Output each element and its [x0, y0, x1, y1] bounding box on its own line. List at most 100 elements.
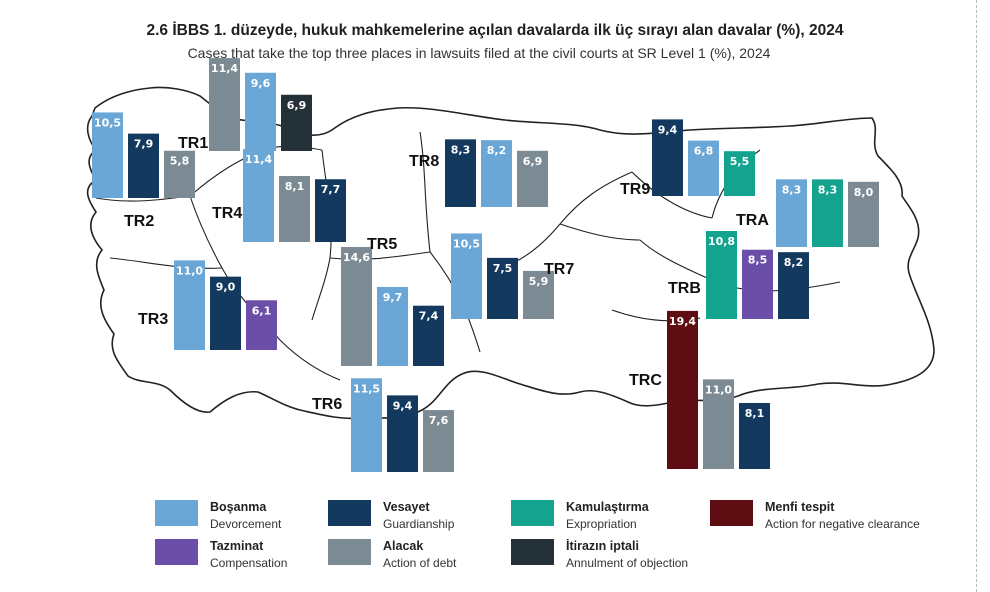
bar-value-label: 8,0 [854, 186, 874, 199]
region-tr8-bars: 8,3 8,2 6,9 [445, 139, 548, 207]
bar-value-label: 6,9 [287, 99, 307, 112]
bar-tr9-vesayet [652, 119, 683, 196]
bar-value-label: 7,4 [419, 310, 439, 323]
region-tr3-bars: 11,0 9,0 6,1 [174, 260, 277, 350]
region-tr5-bars: 14,6 9,7 7,4 [341, 247, 444, 366]
region-tr6-bars: 11,5 9,4 7,6 [351, 378, 454, 472]
bar-tr6-alacak [423, 410, 454, 472]
turkey-outline [86, 86, 935, 420]
bar-tr4-bosanma [243, 149, 274, 242]
bar-value-label: 10,5 [453, 237, 480, 250]
bar-tr5-alacak [341, 247, 372, 366]
bar-tr9-bosanma [688, 140, 719, 196]
bar-tr1-alacak [209, 58, 240, 152]
bar-value-label: 5,8 [170, 155, 190, 168]
bar-trc-alacak [703, 379, 734, 469]
bar-tra-kamulastirma [812, 179, 843, 247]
bar-tr8-bosanma [481, 140, 512, 207]
bar-value-label: 11,0 [705, 383, 732, 396]
bar-tr5-vesayet [413, 305, 444, 366]
region-trb-bars: 10,8 8,5 8,2 [706, 230, 809, 319]
region-label-tr5: TR5 [367, 236, 397, 253]
bar-trb-tazminat [742, 249, 773, 319]
bar-tr4-alacak [279, 175, 310, 242]
legend-swatch [710, 500, 753, 526]
bar-value-label: 8,5 [748, 254, 768, 267]
bar-value-label: 8,1 [285, 180, 305, 193]
region-label-tr8: TR8 [409, 153, 439, 170]
bar-tr9-kamulastirma [724, 151, 755, 196]
legend-swatch [328, 539, 371, 565]
bar-value-label: 8,3 [818, 183, 838, 196]
legend-label-en: Action for negative clearance [765, 517, 920, 531]
legend-label-tr: Vesayet [383, 500, 430, 514]
chart-title: 2.6 İBBS 1. düzeyde, hukuk mahkemelerine… [146, 22, 844, 39]
bar-value-label: 7,5 [493, 262, 513, 275]
bar-value-label: 9,0 [216, 281, 236, 294]
legend-label-en: Action of debt [383, 556, 457, 570]
bar-value-label: 9,4 [393, 399, 413, 412]
bar-tra-bosanma [776, 179, 807, 247]
bar-value-label: 19,4 [669, 315, 696, 328]
legend-swatch [511, 500, 554, 526]
bar-value-label: 8,1 [745, 407, 765, 420]
region-label-tr9: TR9 [620, 181, 650, 198]
legend-swatch [155, 500, 198, 526]
page-edge-rule [976, 0, 977, 592]
bar-value-label: 6,9 [523, 155, 543, 168]
region-label-tr3: TR3 [138, 311, 168, 328]
bar-value-label: 9,6 [251, 77, 271, 90]
bar-tr2-alacak [164, 150, 195, 198]
legend-swatch [155, 539, 198, 565]
bar-value-label: 8,2 [784, 256, 804, 269]
region-tr7-bars: 10,5 7,5 5,9 [451, 233, 554, 319]
legend-label-tr: Tazminat [210, 539, 264, 553]
bar-tr3-vesayet [210, 276, 241, 350]
region-tr9-bars: 9,4 6,8 5,5 [652, 119, 755, 196]
bars-layer: 11,4 9,6 6,9 10,5 7,9 5,8 11,0 9,0 6,1 11,4 8,1 7,7… [92, 58, 879, 472]
bar-trb-kamulastirma [706, 230, 737, 319]
bar-value-label: 10,5 [94, 116, 121, 129]
bar-value-label: 6,1 [252, 304, 272, 317]
bar-value-label: 7,9 [134, 138, 154, 151]
legend-label-tr: Boşanma [210, 500, 267, 514]
bar-value-label: 8,2 [487, 144, 507, 157]
bar-value-label: 8,3 [782, 183, 802, 196]
bar-value-label: 11,4 [245, 153, 272, 166]
bar-tr7-alacak [523, 270, 554, 319]
bar-value-label: 7,6 [429, 414, 449, 427]
region-tr1-bars: 11,4 9,6 6,9 [209, 58, 312, 152]
bar-tr5-bosanma [377, 286, 408, 366]
region-label-tr2: TR2 [124, 213, 154, 230]
legend-swatch [511, 539, 554, 565]
bar-tr6-vesayet [387, 395, 418, 472]
region-tr4-bars: 11,4 8,1 7,7 [243, 149, 346, 242]
legend-label-en: Expropriation [566, 517, 637, 531]
region-tr2-bars: 10,5 7,9 5,8 [92, 112, 195, 198]
bar-trb-vesayet [778, 252, 809, 319]
bar-tr2-vesayet [128, 133, 159, 198]
region-label-tr4: TR4 [212, 205, 242, 222]
region-label-tr6: TR6 [312, 396, 342, 413]
legend-label-tr: Kamulaştırma [566, 500, 649, 514]
legend-label-en: Devorcement [210, 517, 282, 531]
bar-trc-menfi [667, 310, 698, 469]
bar-value-label: 8,3 [451, 143, 471, 156]
region-label-tr7: TR7 [544, 261, 574, 278]
region-tra-bars: 8,3 8,3 8,0 [776, 179, 879, 247]
bar-tr7-bosanma [451, 233, 482, 319]
bar-tr4-vesayet [315, 179, 346, 242]
bar-tr3-bosanma [174, 260, 205, 350]
bar-value-label: 9,7 [383, 291, 403, 304]
region-trc-bars: 19,4 11,0 8,1 [667, 310, 770, 469]
region-labels-layer: TR1 TR2 TR3 TR4 TR5 TR6 TR7 TR8 TR9 TRA TRB TRC [124, 135, 769, 413]
bar-trc-vesayet [739, 402, 770, 469]
bar-value-label: 11,0 [176, 264, 203, 277]
bar-tr1-itiraz [281, 94, 312, 151]
region-label-trc: TRC [629, 372, 662, 389]
bar-value-label: 11,4 [211, 62, 238, 75]
region-label-trb: TRB [668, 280, 701, 297]
bar-value-label: 10,8 [708, 235, 735, 248]
bar-tra-alacak [848, 181, 879, 247]
